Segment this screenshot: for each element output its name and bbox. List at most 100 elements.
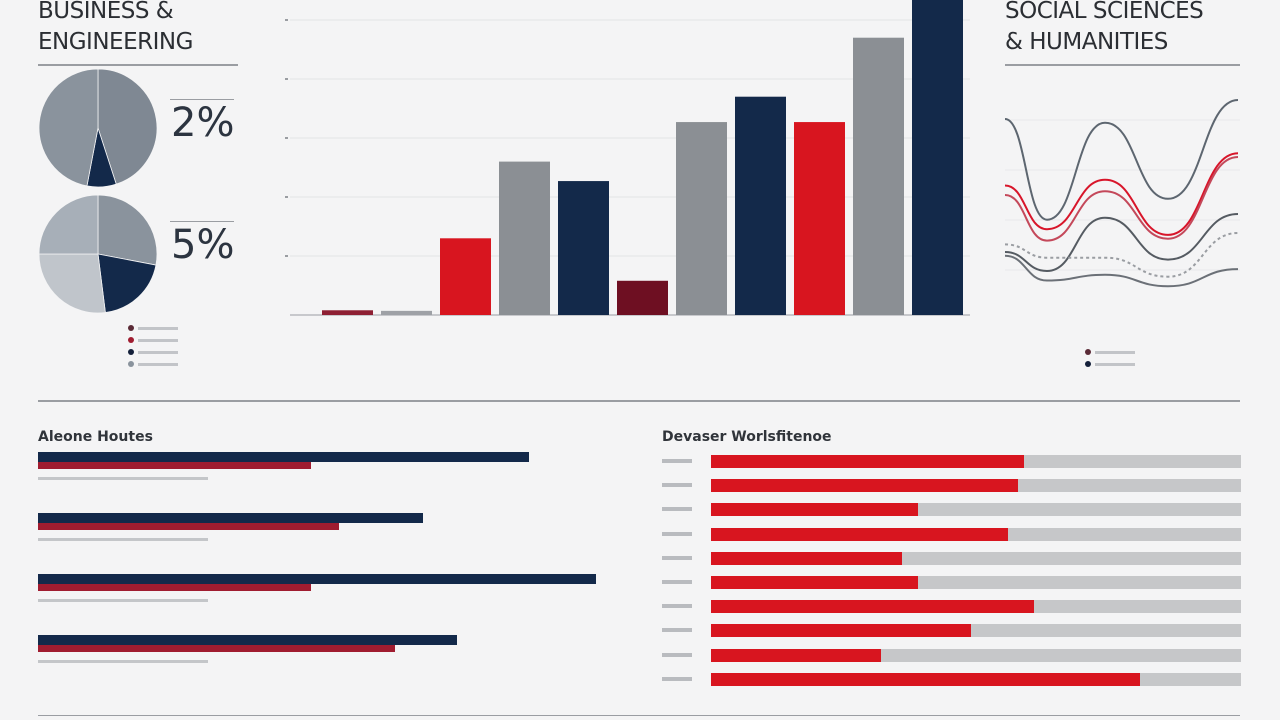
progress-track bbox=[711, 624, 1241, 638]
bar bbox=[617, 280, 668, 315]
divider bbox=[38, 64, 238, 66]
y-tick bbox=[285, 19, 288, 21]
bar bbox=[322, 310, 373, 315]
pie-slice bbox=[38, 68, 99, 187]
bar-chart bbox=[285, 0, 970, 316]
pie-slice bbox=[97, 68, 158, 185]
progress-track bbox=[711, 648, 1241, 662]
line-series bbox=[1004, 232, 1239, 278]
title-line: SOCIAL SCIENCES bbox=[1005, 0, 1204, 24]
legend-label bbox=[1095, 362, 1135, 366]
progress-bar-chart bbox=[662, 455, 1242, 695]
legend-item bbox=[128, 322, 178, 334]
legend-swatch bbox=[1085, 361, 1091, 367]
row-label bbox=[662, 531, 692, 536]
legend-item bbox=[128, 346, 178, 358]
bar bbox=[381, 310, 432, 315]
line-series bbox=[1004, 152, 1239, 236]
line-series bbox=[1004, 99, 1239, 221]
row-label bbox=[662, 483, 692, 488]
bottom-divider bbox=[38, 715, 1240, 716]
bottom-right-title: Devaser Worlsfitenoe bbox=[662, 429, 832, 445]
legend-item bbox=[1085, 358, 1135, 370]
title-line: BUSINESS & bbox=[38, 0, 174, 24]
divider bbox=[1005, 64, 1240, 66]
pie-slice bbox=[38, 194, 99, 255]
section-divider bbox=[38, 400, 1240, 402]
pie-chart-1 bbox=[38, 68, 158, 188]
progress-track bbox=[711, 551, 1241, 565]
legend-label bbox=[1095, 350, 1135, 354]
legend-item bbox=[128, 358, 178, 370]
progress-fill bbox=[711, 479, 1019, 493]
row-label bbox=[662, 507, 692, 512]
divider bbox=[170, 221, 234, 222]
bottom-left-title: Aleone Houtes bbox=[38, 429, 153, 445]
line-legend bbox=[1085, 346, 1135, 370]
bar bbox=[912, 0, 963, 315]
pie-chart-2 bbox=[38, 194, 158, 314]
row-label bbox=[662, 604, 692, 609]
row-label bbox=[662, 555, 692, 560]
bar bbox=[499, 161, 550, 315]
bar-caption bbox=[38, 599, 208, 602]
line-series bbox=[1004, 213, 1239, 273]
legend-swatch bbox=[128, 349, 134, 355]
bar-caption bbox=[38, 538, 208, 541]
divider bbox=[170, 99, 234, 100]
y-tick bbox=[285, 78, 288, 80]
bar-secondary bbox=[38, 523, 340, 530]
progress-track bbox=[711, 527, 1241, 541]
row-label bbox=[662, 628, 692, 633]
row-label bbox=[662, 676, 692, 681]
progress-fill bbox=[711, 576, 918, 589]
y-tick bbox=[285, 137, 288, 139]
legend-label bbox=[138, 350, 178, 354]
legend-label bbox=[138, 326, 178, 330]
legend-swatch bbox=[128, 337, 134, 343]
progress-fill bbox=[711, 672, 1141, 686]
bar-secondary bbox=[38, 462, 312, 469]
pie-slice bbox=[38, 253, 106, 314]
pie-slice bbox=[97, 253, 157, 313]
progress-fill bbox=[711, 551, 902, 565]
title-line: & HUMANITIES bbox=[1005, 29, 1168, 55]
bar-primary bbox=[38, 635, 457, 645]
progress-fill bbox=[711, 624, 971, 638]
progress-track bbox=[711, 672, 1241, 686]
y-tick bbox=[285, 196, 288, 198]
legend-swatch bbox=[128, 325, 134, 331]
row-label bbox=[662, 459, 692, 463]
pie-slice bbox=[97, 194, 158, 266]
progress-track bbox=[711, 600, 1241, 614]
legend-item bbox=[1085, 346, 1135, 358]
bar-caption bbox=[38, 660, 208, 663]
stat-value-1: 2% bbox=[171, 100, 235, 146]
bar-caption bbox=[38, 477, 208, 480]
bar bbox=[735, 96, 786, 315]
progress-track bbox=[711, 576, 1241, 589]
legend-item bbox=[128, 334, 178, 346]
progress-track bbox=[711, 479, 1241, 493]
title-line: ENGINEERING bbox=[38, 29, 193, 55]
row-label bbox=[662, 580, 692, 584]
pie-legend bbox=[128, 322, 178, 370]
progress-fill bbox=[711, 600, 1035, 614]
legend-label bbox=[138, 338, 178, 342]
bar bbox=[853, 37, 904, 315]
line-series bbox=[1004, 156, 1239, 242]
legend-swatch bbox=[1085, 349, 1091, 355]
left-title: BUSINESS & ENGINEERING bbox=[38, 0, 193, 58]
y-tick bbox=[285, 255, 288, 257]
stat-value-2: 5% bbox=[171, 222, 235, 268]
bar-secondary bbox=[38, 645, 396, 652]
bar-secondary bbox=[38, 584, 312, 591]
progress-fill bbox=[711, 503, 918, 517]
progress-track bbox=[711, 455, 1241, 468]
bar-primary bbox=[38, 513, 424, 523]
bar bbox=[676, 122, 727, 315]
line-chart bbox=[1004, 99, 1240, 288]
bar bbox=[794, 122, 845, 315]
legend-swatch bbox=[128, 361, 134, 367]
legend-label bbox=[138, 362, 178, 366]
